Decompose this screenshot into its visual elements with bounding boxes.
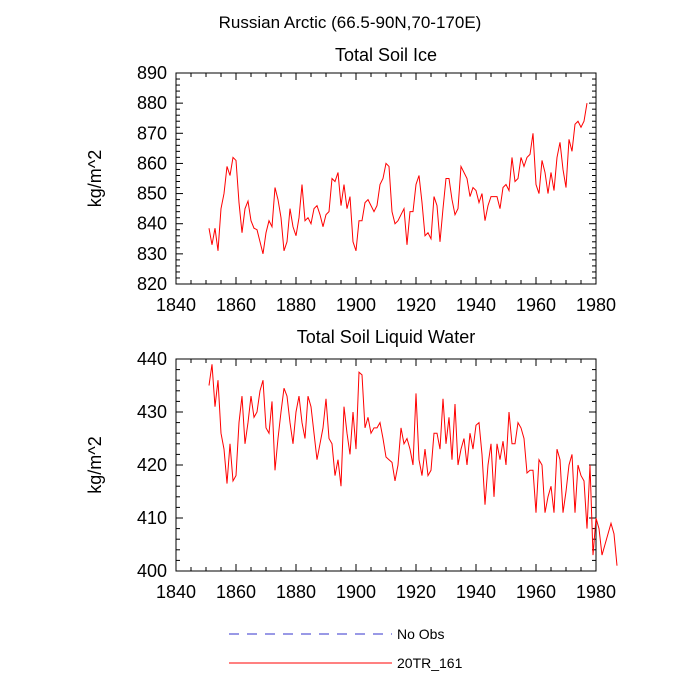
legend: No Obs 20TR_161 xyxy=(229,626,463,671)
legend-20tr-label: 20TR_161 xyxy=(397,655,463,671)
soil-ice-chart: Total Soil Ice kg/m^2 1840 1860 1880 1900 1920… xyxy=(85,45,616,315)
x-tick-label: 1960 xyxy=(516,295,556,315)
figure-title: Russian Arctic (66.5-90N,70-170E) xyxy=(219,13,482,32)
x-tick-label: 1880 xyxy=(276,295,316,315)
x-tick-label: 1980 xyxy=(576,582,616,602)
x-tick-label: 1980 xyxy=(576,295,616,315)
chart-title: Total Soil Ice xyxy=(335,45,437,65)
y-tick-label: 890 xyxy=(137,63,167,83)
y-tick-label: 880 xyxy=(137,93,167,113)
legend-no-obs-label: No Obs xyxy=(397,626,444,642)
y-tick-label: 440 xyxy=(137,349,167,369)
y-tick-label: 830 xyxy=(137,244,167,264)
x-tick-label: 1940 xyxy=(456,582,496,602)
y-axis-label: kg/m^2 xyxy=(85,436,105,493)
x-tick-label: 1900 xyxy=(336,295,376,315)
soil-liquid-water-chart: Total Soil Liquid Water kg/m^2 1840 1860 188… xyxy=(85,327,618,602)
x-tick-label: 1920 xyxy=(396,582,436,602)
y-tick-label: 420 xyxy=(137,455,167,475)
y-tick-label: 860 xyxy=(137,153,167,173)
x-tick-label: 1880 xyxy=(276,582,316,602)
series-line-20tr_161 xyxy=(208,103,588,254)
chart-title: Total Soil Liquid Water xyxy=(297,327,475,347)
x-tick-label: 1900 xyxy=(336,582,376,602)
x-tick-label: 1860 xyxy=(216,582,256,602)
plot-frame xyxy=(175,358,597,572)
x-tick-label: 1840 xyxy=(156,295,196,315)
x-tick-label: 1960 xyxy=(516,582,556,602)
x-tick-label: 1940 xyxy=(456,295,496,315)
plot-frame xyxy=(175,72,597,285)
y-axis-label: kg/m^2 xyxy=(85,150,105,207)
x-tick-label: 1840 xyxy=(156,582,196,602)
x-tick-label: 1920 xyxy=(396,295,436,315)
y-tick-label: 820 xyxy=(137,274,167,294)
y-tick-label: 850 xyxy=(137,184,167,204)
y-tick-label: 430 xyxy=(137,402,167,422)
series-line-20tr_161 xyxy=(208,364,618,566)
y-tick-label: 870 xyxy=(137,123,167,143)
y-tick-label: 400 xyxy=(137,561,167,581)
y-tick-label: 410 xyxy=(137,508,167,528)
y-tick-label: 840 xyxy=(137,214,167,234)
x-tick-label: 1860 xyxy=(216,295,256,315)
